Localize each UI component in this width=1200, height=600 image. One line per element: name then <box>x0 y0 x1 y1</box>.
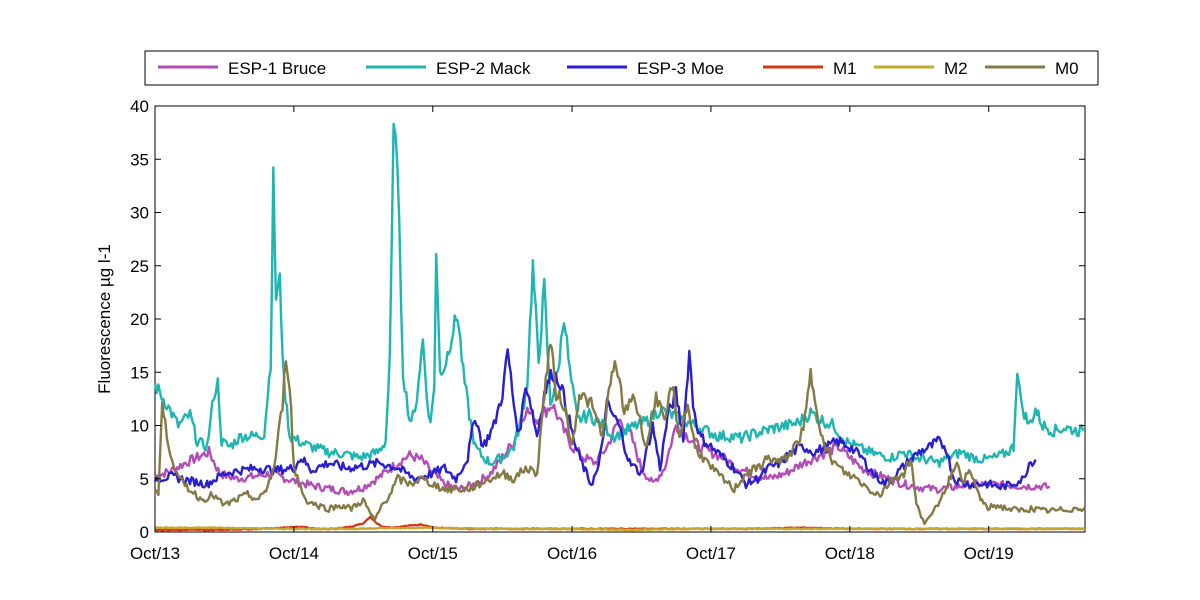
series-line-esp-2-mack <box>153 122 1085 468</box>
legend-label: ESP-3 Moe <box>637 59 724 78</box>
x-tick-label: Oct/16 <box>547 544 597 563</box>
x-tick-label: Oct/14 <box>269 544 319 563</box>
series-line-m0 <box>154 343 1086 526</box>
y-axis-label: Fluorescence µg l-1 <box>95 244 114 394</box>
legend: ESP-1 Bruce ESP-2 Mack ESP-3 Moe M1 M2 M0 <box>144 50 1099 86</box>
y-tick-label: 30 <box>130 204 149 223</box>
y-tick-label: 15 <box>130 363 149 382</box>
legend-label: M1 <box>833 59 857 78</box>
y-tick-label: 10 <box>130 417 149 436</box>
x-tick-label: Oct/17 <box>686 544 736 563</box>
y-tick-label: 25 <box>130 257 149 276</box>
y-tick-label: 35 <box>130 150 149 169</box>
series-line-esp-1-bruce <box>154 403 1051 497</box>
y-tick-label: 5 <box>140 470 149 489</box>
series-line-m2 <box>154 526 1086 532</box>
x-tick-label: Oct/19 <box>964 544 1014 563</box>
series-line-esp-3-moe <box>153 348 1037 491</box>
legend-label: M2 <box>944 59 968 78</box>
x-tick-label: Oct/18 <box>825 544 875 563</box>
y-tick-label: 0 <box>140 523 149 542</box>
series-layer <box>153 122 1086 532</box>
legend-label: M0 <box>1055 59 1079 78</box>
x-tick-label: Oct/13 <box>130 544 180 563</box>
y-tick-label: 20 <box>130 310 149 329</box>
y-tick-label: 40 <box>130 97 149 116</box>
legend-label: ESP-2 Mack <box>436 59 531 78</box>
legend-label: ESP-1 Bruce <box>228 59 326 78</box>
x-tick-label: Oct/15 <box>408 544 458 563</box>
plot-area <box>154 105 1086 533</box>
axes-layer: 0 5 10 15 20 25 30 35 40 Oct/13 Oct/14 Oct/15 Oct/16… <box>130 97 1085 563</box>
